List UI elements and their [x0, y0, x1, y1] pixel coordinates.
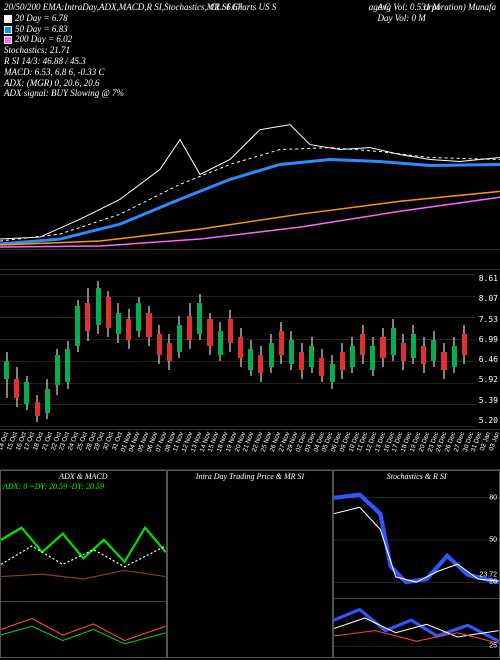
chart-header: 20/50/200 EMA:IntraDay,ADX,MACD,R SI,Sto…	[0, 0, 500, 70]
age-label: age C	[369, 2, 390, 13]
ma50-text: 50 Day = 6.83	[15, 24, 68, 34]
stoch-text: Stochastics: 21.71	[4, 45, 496, 56]
adx-values: ADX: 0 +DY: 20.59 -DY: 20.59	[1, 482, 166, 491]
bottom-panels: ADX & MACD ADX: 0 +DY: 20.59 -DY: 20.59 …	[0, 470, 500, 658]
price-ma-chart	[0, 70, 500, 250]
ma50-swatch	[4, 26, 12, 34]
ma200-text: 200 Day = 6.02	[15, 34, 72, 44]
ma200-swatch	[4, 36, 12, 44]
corp-label: orporation) Munafa	[424, 2, 496, 13]
spacer	[0, 250, 500, 270]
date-axis: 14 Oct15 Oct16 Oct17 Oct18 Oct21 Oct22 O…	[0, 430, 500, 470]
intraday-panel: Intra Day Trading Price & MR SI	[167, 470, 334, 658]
adx-macd-panel: ADX & MACD ADX: 0 +DY: 20.59 -DY: 20.59	[0, 470, 167, 658]
intraday-title: Intra Day Trading Price & MR SI	[168, 471, 333, 482]
stoch-title: Stochastics & R SI	[334, 471, 499, 482]
rsi-text: R SI 14/3: 46.88 / 45.3	[4, 56, 496, 67]
stochastics-panel: Stochastics & R SI 805023.7220 25	[333, 470, 500, 658]
close-label: CL: 6.67	[210, 2, 242, 13]
candlestick-chart: 8.618.077.536.996.465.925.395.20	[0, 270, 500, 430]
ma20-text: 20 Day = 6.78	[15, 13, 68, 23]
adx-macd-title: ADX & MACD	[1, 471, 166, 482]
day-vol: Day Vol: 0 M	[378, 13, 441, 24]
ma20-swatch	[4, 15, 12, 23]
